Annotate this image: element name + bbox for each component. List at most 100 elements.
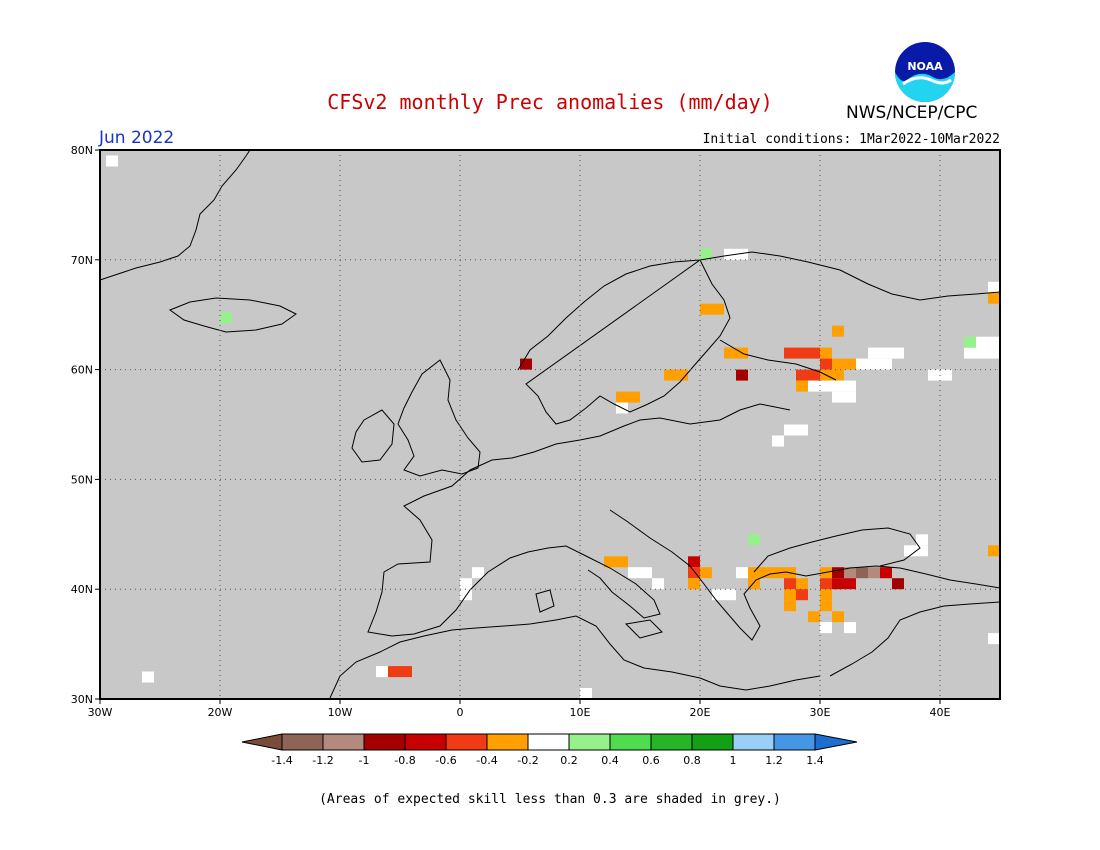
- anomaly-cell: [796, 589, 808, 601]
- coastline-ireland: [351, 409, 395, 463]
- colorbar-arrow-left: [241, 733, 283, 751]
- anomaly-cell: [472, 567, 484, 579]
- anomaly-cell: [760, 567, 772, 579]
- anomaly-cell: [748, 578, 760, 590]
- anomaly-cell: [832, 380, 844, 392]
- anomaly-cell: [796, 347, 808, 359]
- initial-conditions-label: Initial conditions: 1Mar2022-10Mar2022: [702, 132, 1000, 147]
- anomaly-cell: [928, 369, 940, 381]
- anomaly-cell: [832, 391, 844, 403]
- anomaly-cell: [820, 347, 832, 359]
- anomaly-cell: [142, 671, 154, 683]
- anomaly-cell: [868, 567, 880, 579]
- anomaly-cell: [844, 622, 856, 634]
- anomaly-cell: [796, 369, 808, 381]
- anomaly-cell: [736, 567, 748, 579]
- skill-footnote: (Areas of expected skill less than 0.3 a…: [319, 792, 781, 807]
- anomaly-cell: [844, 358, 856, 370]
- anomaly-cell: [106, 155, 118, 167]
- anomaly-cell: [220, 312, 232, 324]
- colorbar-tick-label: 1: [730, 754, 737, 767]
- anomaly-cell: [976, 336, 988, 348]
- anomaly-cell: [808, 380, 820, 392]
- anomaly-cell: [844, 380, 856, 392]
- anomaly-cell: [724, 248, 736, 260]
- longitude-label: 10W: [328, 706, 353, 719]
- anomaly-cell: [796, 424, 808, 436]
- anomaly-cell: [688, 578, 700, 590]
- anomaly-cell: [808, 369, 820, 381]
- anomaly-cell: [460, 578, 472, 590]
- coastlines: [99, 149, 1001, 699]
- anomaly-cell: [904, 545, 916, 557]
- anomaly-cell: [844, 578, 856, 590]
- longitude-label: 30W: [88, 706, 113, 719]
- anomaly-cell: [772, 435, 784, 447]
- anomaly-cell: [988, 545, 1000, 557]
- anomaly-cell: [916, 534, 928, 546]
- anomaly-cell: [964, 347, 976, 359]
- map-frame: [99, 149, 1001, 700]
- colorbar-tick-label: -0.2: [517, 754, 538, 767]
- colorbar-tick-label: 0.8: [683, 754, 701, 767]
- anomaly-cell: [820, 622, 832, 634]
- anomaly-cell: [628, 567, 640, 579]
- anomaly-cell: [796, 578, 808, 590]
- colorbar-tick-label: 0.2: [560, 754, 578, 767]
- latitude-label: 60N: [71, 364, 93, 377]
- coastline-sicily-sardinia: [535, 589, 663, 639]
- anomaly-cell: [796, 380, 808, 392]
- colorbar-segment: [363, 733, 406, 751]
- latitude-label: 40N: [71, 583, 93, 596]
- anomaly-cell: [520, 358, 532, 370]
- latitude-label: 30N: [71, 693, 93, 706]
- anomaly-cell: [712, 589, 724, 601]
- colorbar-tick-label: -0.8: [394, 754, 415, 767]
- anomaly-cell: [616, 556, 628, 568]
- anomaly-cell: [964, 336, 976, 348]
- colorbar-segment: [568, 733, 611, 751]
- colorbar-segment: [281, 733, 324, 751]
- anomaly-cell: [580, 688, 592, 699]
- anomaly-cell: [724, 589, 736, 601]
- anomaly-cell: [388, 666, 400, 678]
- anomaly-cell: [688, 556, 700, 568]
- colorbar-tick-label: -1: [359, 754, 370, 767]
- anomaly-cell: [784, 424, 796, 436]
- forecast-month-label: Jun 2022: [99, 128, 175, 148]
- anomaly-cell: [832, 325, 844, 337]
- noaa-logo: NOAA: [895, 42, 955, 102]
- longitude-label: 20W: [208, 706, 233, 719]
- anomaly-cell: [700, 248, 712, 260]
- latitude-label: 70N: [71, 254, 93, 267]
- noaa-logo-text: NOAA: [907, 60, 943, 73]
- organization-label: NWS/NCEP/CPC: [846, 103, 978, 123]
- longitude-label: 40E: [930, 706, 951, 719]
- anomaly-cell: [940, 369, 952, 381]
- anomaly-cell: [652, 578, 664, 590]
- colorbar-segment: [691, 733, 734, 751]
- anomaly-cell: [832, 567, 844, 579]
- anomaly-cell: [664, 369, 676, 381]
- anomaly-cell: [748, 534, 760, 546]
- anomaly-cell: [844, 567, 856, 579]
- anomaly-cell: [832, 369, 844, 381]
- longitude-label: 10E: [570, 706, 591, 719]
- anomaly-cell: [808, 611, 820, 623]
- anomaly-cell: [880, 567, 892, 579]
- coastline-scandinavia: [517, 251, 1001, 425]
- anomaly-cell: [604, 556, 616, 568]
- colorbar-tick-label: 0.6: [642, 754, 660, 767]
- colorbar: -1.4 -1.2 -1 -0.8 -0.6 -0.4 -0.2 0.2 0.4 0.6 0.8 1 1…: [241, 733, 858, 767]
- coastline-britain: [397, 359, 481, 477]
- anomaly-cell: [784, 600, 796, 612]
- colorbar-tick-label: -0.6: [435, 754, 456, 767]
- colorbar-segment: [445, 733, 488, 751]
- anomaly-cell: [880, 358, 892, 370]
- colorbar-tick-label: 1.2: [765, 754, 783, 767]
- anomaly-cell: [988, 633, 1000, 645]
- coastline-black-sea: [753, 527, 921, 573]
- longitude-label: 30E: [810, 706, 831, 719]
- longitude-label: 20E: [690, 706, 711, 719]
- colorbar-segment: [650, 733, 693, 751]
